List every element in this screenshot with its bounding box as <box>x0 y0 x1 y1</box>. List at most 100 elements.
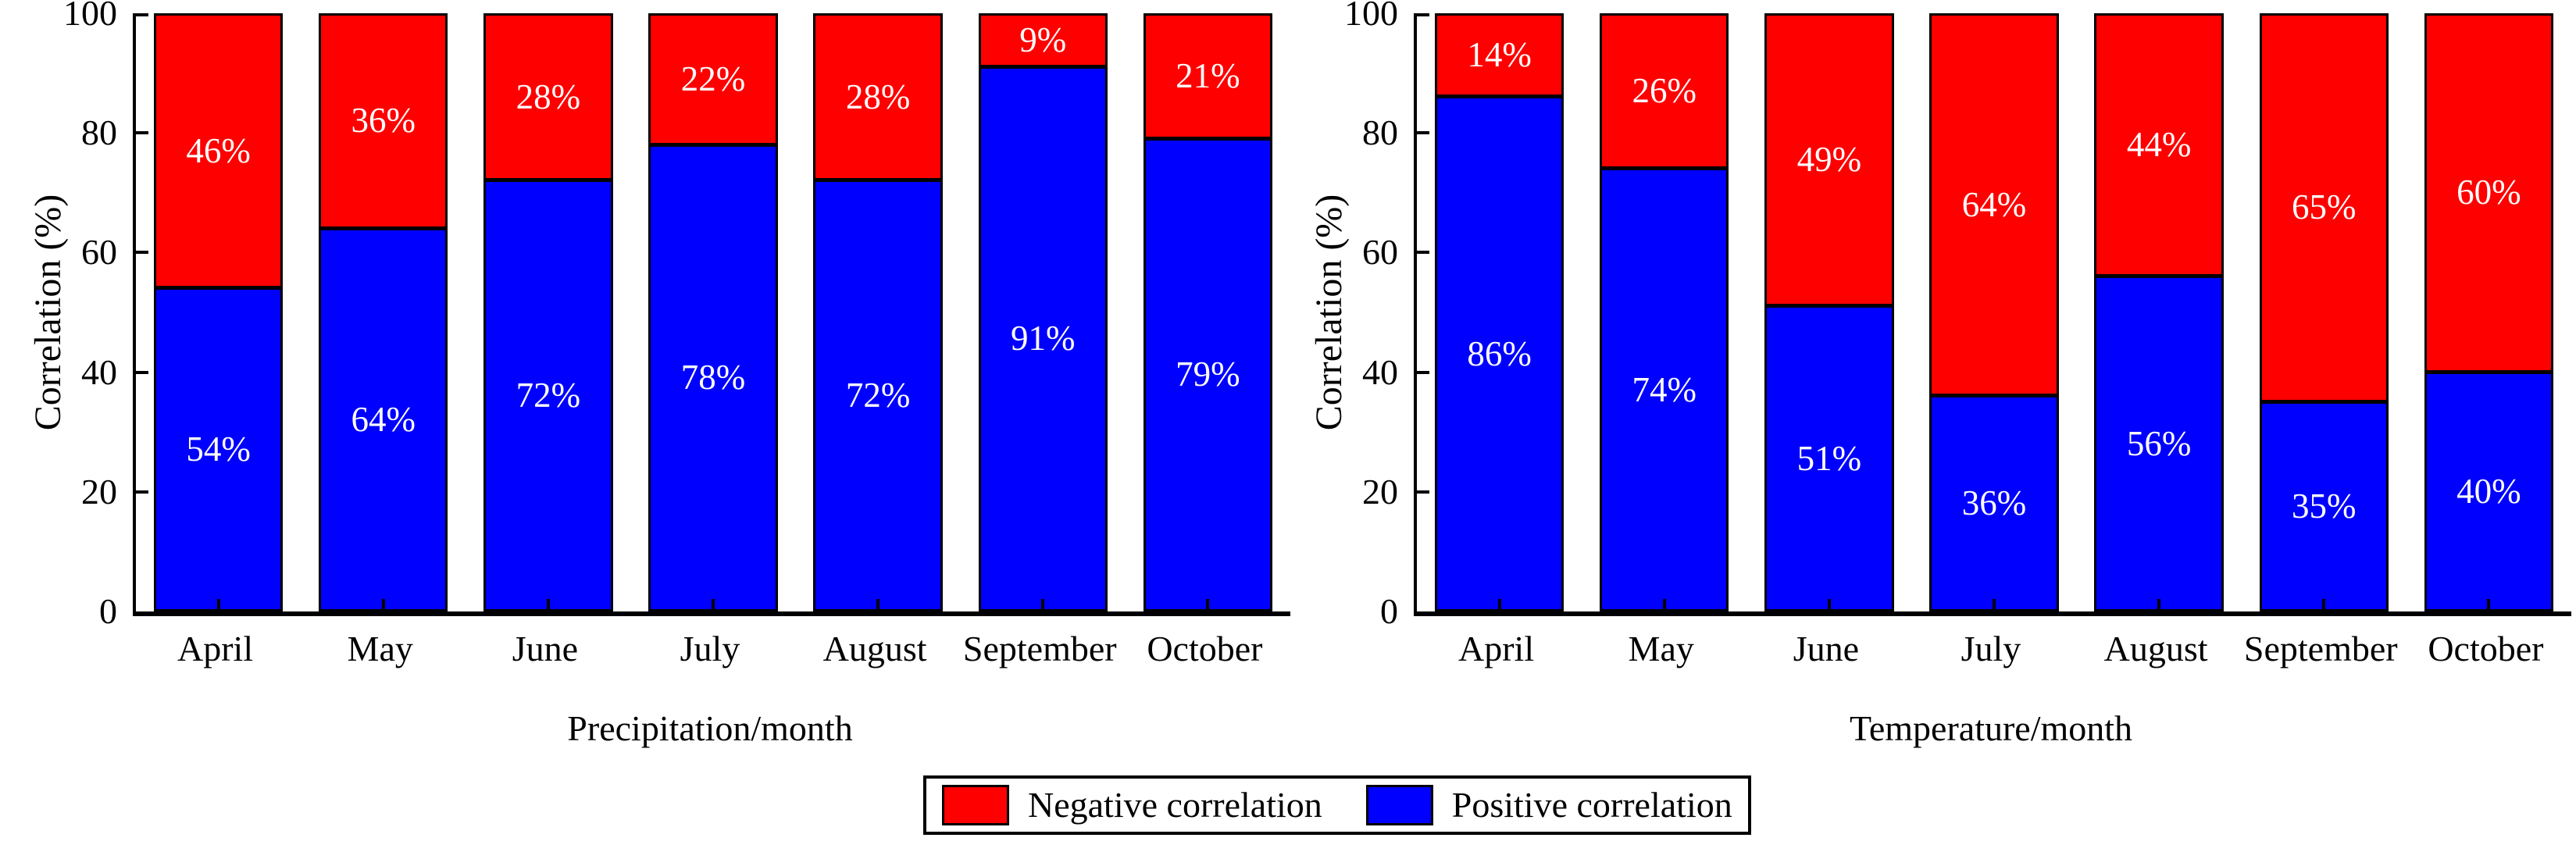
segment-value-label: 86% <box>1467 333 1532 373</box>
segment-negative-june: 49% <box>1764 13 1894 307</box>
x-tick-mark <box>2322 599 2326 611</box>
x-tick-label-october: October <box>2428 629 2544 668</box>
bar-september: 65% 35% <box>2259 13 2389 611</box>
x-tick-label-may: May <box>347 629 413 668</box>
segment-value-label: 64% <box>351 399 416 439</box>
segment-negative-september: 9% <box>978 13 1108 67</box>
bar-july: 22% 78% <box>648 13 778 611</box>
segment-negative-april: 14% <box>1434 13 1565 98</box>
segment-negative-september: 65% <box>2259 13 2389 402</box>
x-tick-mark <box>216 599 220 611</box>
x-axis-tick-labels: April May June July August September October <box>133 629 1287 669</box>
bar-august: 28% 72% <box>813 13 943 611</box>
segment-value-label: 28% <box>845 77 911 116</box>
segment-value-label: 46% <box>186 130 251 170</box>
y-tick-label-80: 80 <box>1362 112 1398 153</box>
bar-may: 26% 74% <box>1599 13 1729 611</box>
bar-august: 44% 56% <box>2094 13 2224 611</box>
segment-positive-october: 40% <box>2424 372 2554 611</box>
y-tick-label-20: 20 <box>81 471 117 512</box>
y-tick-label-0: 0 <box>99 591 117 631</box>
x-tick-mark <box>1662 599 1666 611</box>
segment-positive-april: 54% <box>153 288 284 611</box>
segment-negative-july: 64% <box>1929 13 2059 397</box>
y-tick-label-20: 20 <box>1362 471 1398 512</box>
segment-value-label: 64% <box>1961 184 2027 224</box>
x-tick-mark <box>1497 599 1501 611</box>
y-tick-mark <box>1417 131 1429 135</box>
segment-value-label: 74% <box>1632 369 1697 409</box>
y-tick-mark <box>1417 251 1429 255</box>
segment-negative-june: 28% <box>483 13 613 181</box>
legend-item-positive: Positive correlation <box>1365 785 1732 825</box>
segment-positive-july: 78% <box>648 144 778 611</box>
y-tick-mark <box>136 131 148 135</box>
x-tick-mark <box>2157 599 2161 611</box>
segment-value-label: 60% <box>2456 173 2521 212</box>
y-tick-mark <box>136 490 148 494</box>
plot-area: 14% 86% 26% 74% 49% 51% 64% 36% 44% 56% 65% 35% 60% 4… <box>1414 13 2571 616</box>
legend-label-negative: Negative correlation <box>1028 785 1322 825</box>
segment-negative-may: 36% <box>318 13 448 229</box>
segment-value-label: 44% <box>2126 125 2192 165</box>
segment-value-label: 26% <box>1632 71 1697 111</box>
x-tick-mark <box>1993 599 1996 611</box>
segment-positive-june: 51% <box>1764 306 1894 611</box>
x-tick-label-june: June <box>1793 629 1860 668</box>
bar-may: 36% 64% <box>318 13 448 611</box>
y-tick-label-40: 40 <box>1362 351 1398 392</box>
y-tick-mark <box>136 251 148 255</box>
x-tick-mark <box>876 599 880 611</box>
temperature-chart: Correlation (%) 0 20 40 60 80 100 14% 86% 26% 74… <box>1281 0 2571 852</box>
segment-negative-october: 21% <box>1143 13 1273 139</box>
x-tick-mark <box>381 599 385 611</box>
segment-negative-july: 22% <box>648 13 778 145</box>
x-tick-label-september: September <box>2243 629 2398 668</box>
y-tick-label-80: 80 <box>81 112 117 153</box>
bar-group: 46% 54% 36% 64% 28% 72% 22% 78% 28% 72% 9% 91% 21% 79… <box>136 13 1290 611</box>
segment-positive-july: 36% <box>1929 396 2059 611</box>
x-tick-label-july: July <box>680 629 740 668</box>
y-tick-mark <box>1417 370 1429 374</box>
legend-item-negative: Negative correlation <box>942 785 1322 825</box>
y-tick-label-100: 100 <box>63 0 117 33</box>
bar-group: 14% 86% 26% 74% 49% 51% 64% 36% 44% 56% 65% 35% 60% 4… <box>1417 13 2571 611</box>
segment-value-label: 14% <box>1467 35 1532 75</box>
segment-positive-may: 64% <box>318 228 448 611</box>
bar-october: 21% 79% <box>1143 13 1273 611</box>
segment-value-label: 65% <box>2292 187 2357 227</box>
segment-positive-august: 56% <box>2094 276 2224 611</box>
segment-negative-august: 44% <box>2094 13 2224 277</box>
bar-april: 14% 86% <box>1434 13 1565 611</box>
precipitation-chart: Correlation (%) 0 20 40 60 80 100 46% 54% 36% 64… <box>27 0 1290 748</box>
segment-value-label: 28% <box>516 77 581 116</box>
segment-value-label: 22% <box>680 59 746 98</box>
segment-value-label: 79% <box>1176 355 1240 394</box>
segment-negative-august: 28% <box>813 13 943 181</box>
segment-value-label: 72% <box>516 376 581 415</box>
bar-june: 28% 72% <box>483 13 613 611</box>
legend-label-positive: Positive correlation <box>1451 785 1732 825</box>
segment-value-label: 49% <box>1796 140 1862 180</box>
y-axis-tick-labels: 0 20 40 60 80 100 <box>1281 0 1398 629</box>
x-tick-mark <box>712 599 715 611</box>
x-tick-mark <box>1041 599 1045 611</box>
segment-value-label: 54% <box>186 430 251 469</box>
x-tick-label-april: April <box>177 629 254 668</box>
bar-june: 49% 51% <box>1764 13 1894 611</box>
x-tick-mark <box>546 599 550 611</box>
x-tick-mark <box>2487 599 2491 611</box>
legend: Negative correlation Positive correlatio… <box>923 775 1751 835</box>
segment-positive-april: 86% <box>1434 97 1565 611</box>
segment-value-label: 35% <box>2292 486 2357 526</box>
segment-positive-october: 79% <box>1143 138 1273 611</box>
segment-negative-april: 46% <box>153 13 284 289</box>
bar-october: 60% 40% <box>2424 13 2554 611</box>
segment-negative-october: 60% <box>2424 13 2554 373</box>
y-tick-mark <box>136 370 148 374</box>
segment-positive-september: 91% <box>978 66 1108 611</box>
y-tick-mark <box>1417 13 1429 16</box>
x-axis-title: Temperature/month <box>1849 708 2133 748</box>
segment-value-label: 51% <box>1796 438 1862 478</box>
